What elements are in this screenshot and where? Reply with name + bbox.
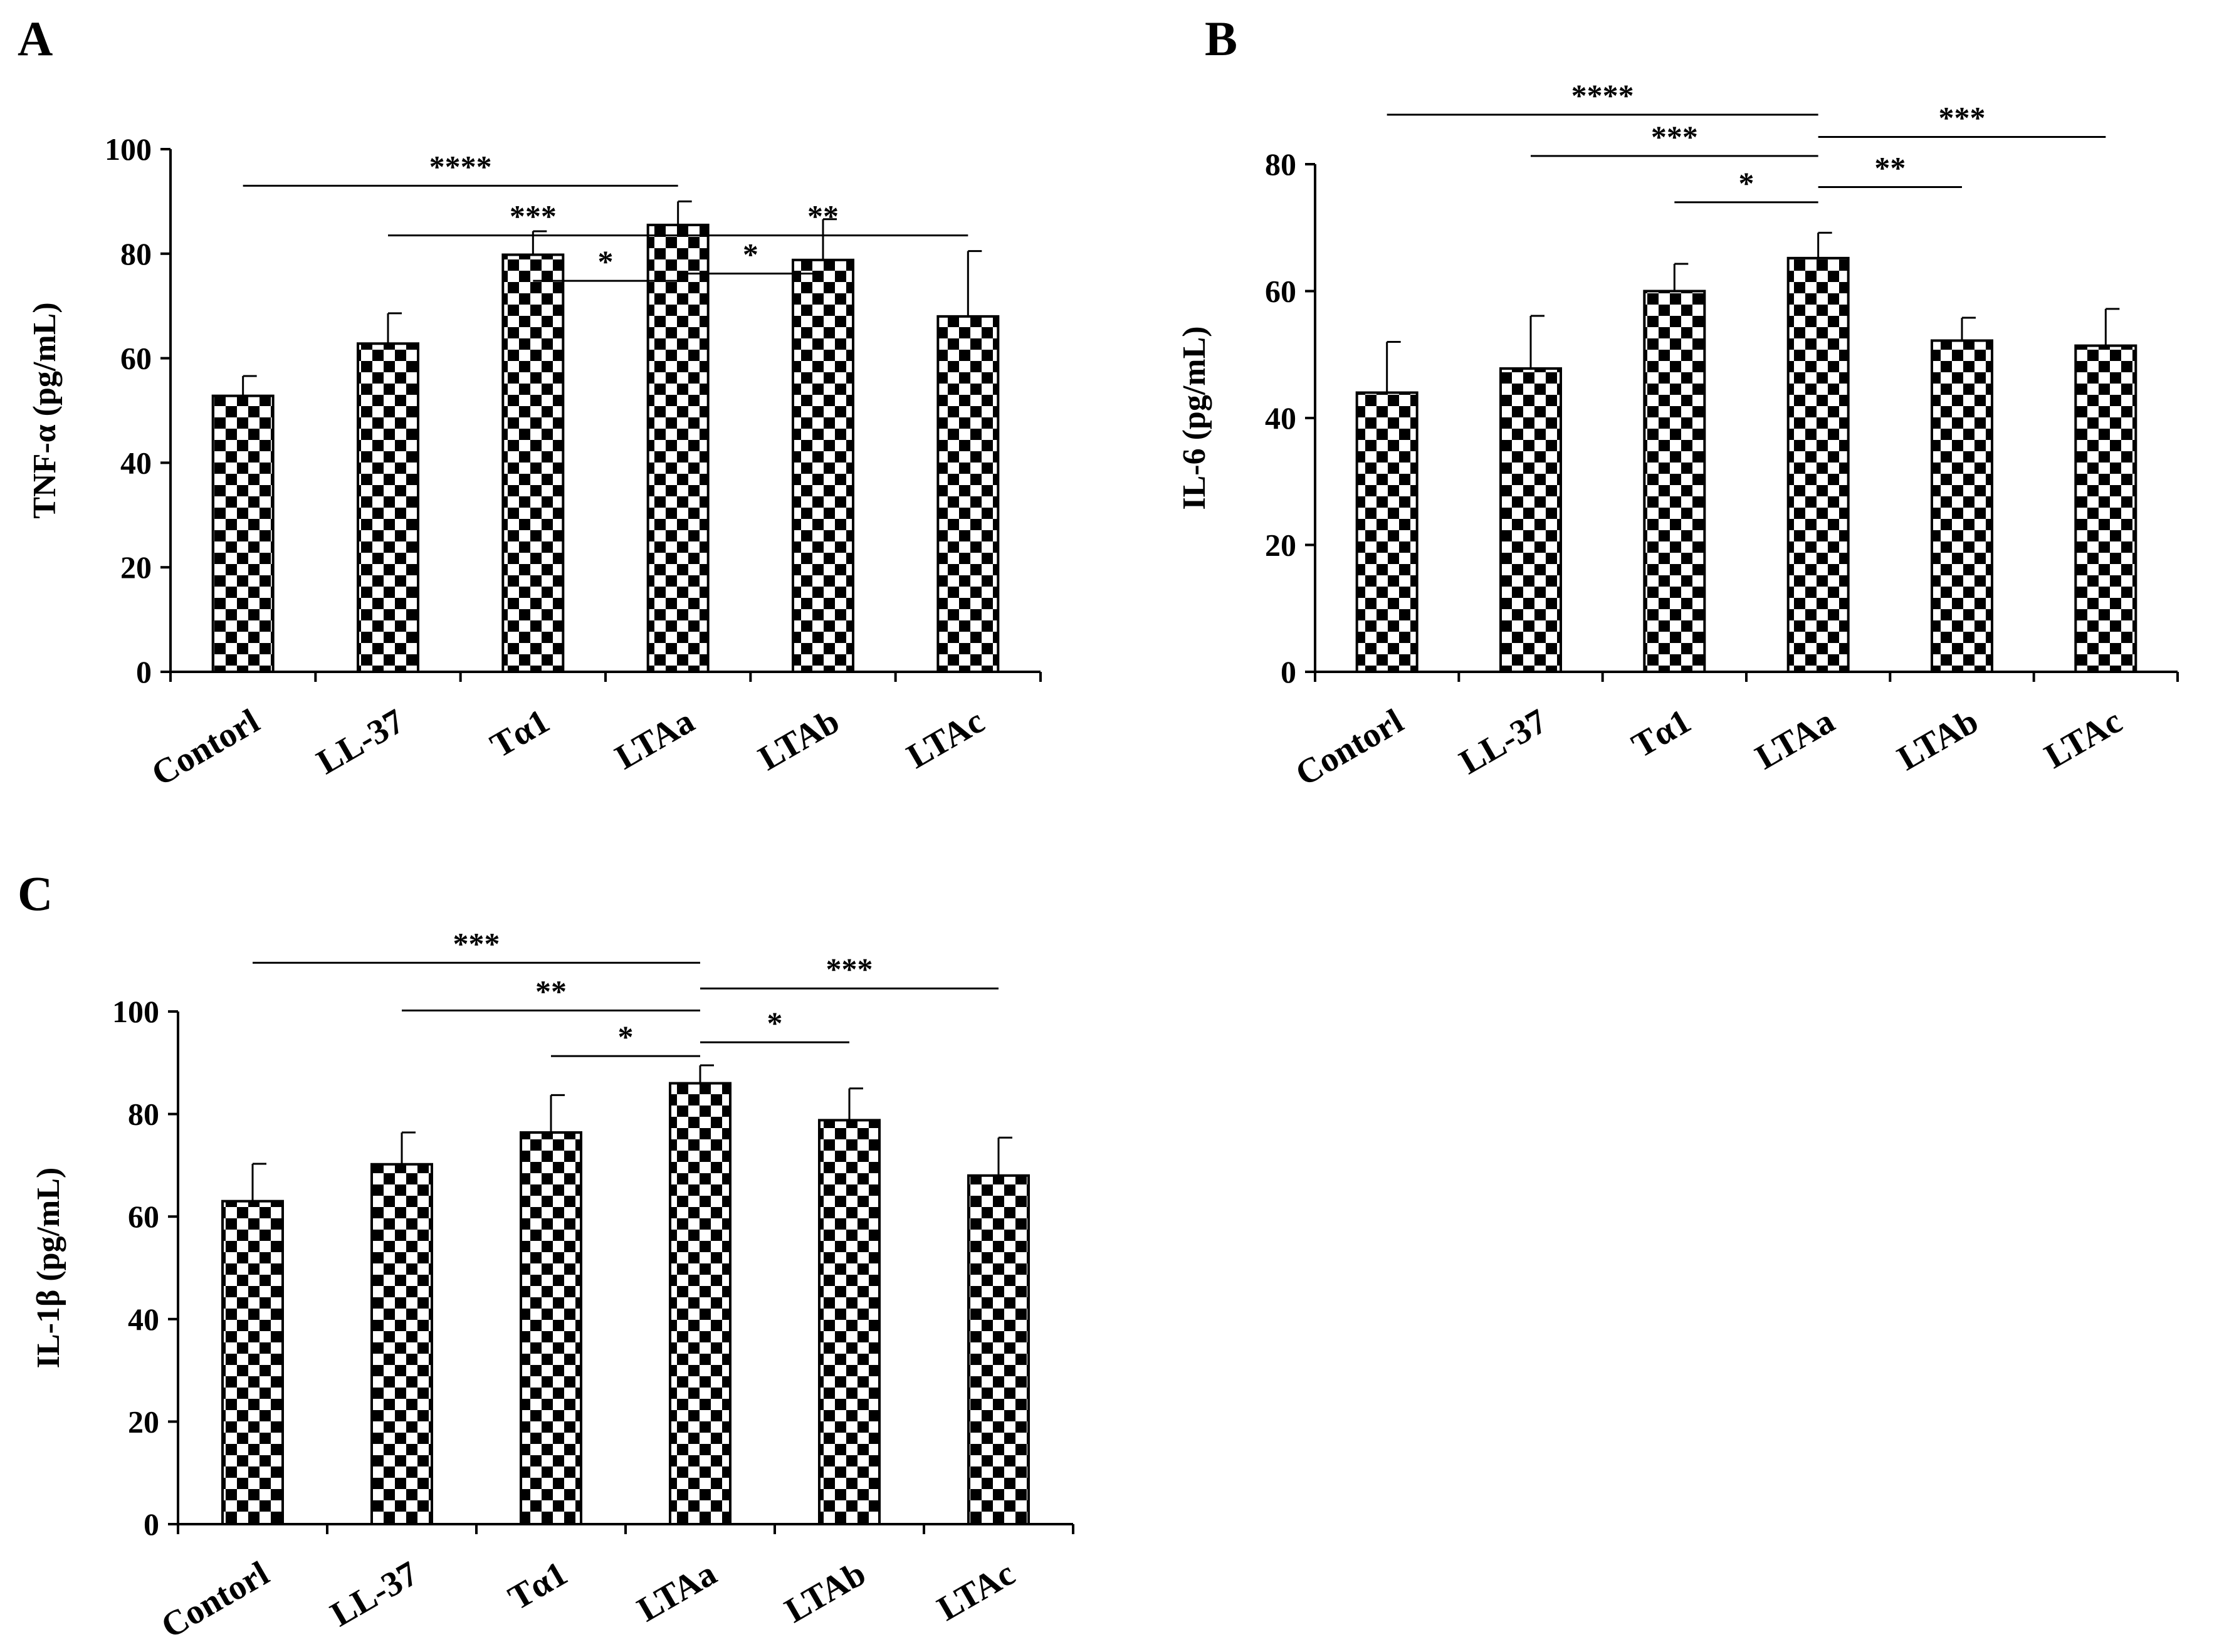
x-tick-label: LTAb — [752, 702, 846, 778]
bar — [211, 394, 275, 673]
significance-label: *** — [1939, 100, 1986, 135]
y-tick-label: 80 — [128, 1097, 159, 1132]
x-tick-label: LL-37 — [310, 702, 411, 782]
x-tick-label: Tα1 — [1625, 702, 1697, 766]
y-tick-label: 0 — [136, 654, 152, 689]
y-tick-label: 20 — [1265, 528, 1296, 563]
x-tick-label: LTAb — [779, 1554, 873, 1631]
y-tick-label: 40 — [128, 1302, 159, 1337]
y-axis-title: IL-1β (pg/mL) — [31, 1168, 66, 1369]
x-tick-label: LTAc — [901, 702, 991, 776]
x-tick-label: Tα1 — [502, 1554, 574, 1618]
chart-panel-b: B 0 20 40 60 80 IL-6 (pg/mL) Contorl LL-37 Tα1 LTA… — [1177, 11, 2179, 794]
significance-label: *** — [510, 199, 557, 234]
y-tick-label: 80 — [120, 236, 152, 271]
y-tick-label: 0 — [144, 1507, 159, 1542]
y-tick-label: 60 — [1265, 274, 1296, 309]
significance-label: * — [1739, 165, 1754, 201]
panel-label: A — [18, 11, 53, 66]
bar — [1786, 256, 1850, 674]
chart-panels: A 0 20 40 60 80 100 TNF-α (pg/mL) Contorl LL-37 Tα… — [18, 11, 2179, 1646]
x-tick-label: Contorl — [155, 1554, 276, 1646]
y-tick-label: 60 — [128, 1199, 159, 1234]
x-tick-label: LL-37 — [324, 1554, 424, 1634]
bar — [967, 1174, 1030, 1525]
bar — [818, 1119, 881, 1525]
y-tick-label: 60 — [120, 341, 152, 376]
bar — [1643, 290, 1706, 673]
x-tick-label: LTAc — [2038, 702, 2129, 776]
significance-label: *** — [1651, 119, 1698, 154]
significance-label: ** — [535, 973, 567, 1008]
significance-label: *** — [826, 951, 873, 986]
bar — [1499, 367, 1562, 674]
bar — [221, 1200, 284, 1526]
x-tick-label: LL-37 — [1453, 702, 1553, 782]
y-axis-title: IL-6 (pg/mL) — [1177, 326, 1212, 510]
significance-label: ** — [1874, 150, 1906, 185]
significance-label: *** — [453, 926, 500, 961]
significance-label: * — [743, 236, 758, 271]
y-tick-label: 20 — [128, 1404, 159, 1439]
significance-label: **** — [429, 149, 492, 184]
y-tick-label: 40 — [120, 445, 152, 480]
y-axis-title: TNF-α (pg/mL) — [27, 302, 63, 518]
panel-label: B — [1205, 11, 1237, 66]
y-tick-label: 80 — [1265, 147, 1296, 182]
chart-panel-c: C 0 20 40 60 80 100 IL-1β (pg/mL) Contorl LL-37 Tα… — [18, 866, 1074, 1646]
y-tick-label: 100 — [105, 132, 152, 167]
panel-label: C — [18, 866, 53, 921]
x-tick-label: LTAb — [1891, 702, 1985, 778]
significance-label: ** — [807, 199, 839, 234]
x-tick-label: Contorl — [145, 702, 266, 794]
x-tick-label: Tα1 — [484, 702, 556, 766]
significance-label: * — [618, 1019, 634, 1054]
y-tick-label: 40 — [1265, 400, 1296, 436]
bar — [646, 223, 710, 673]
x-tick-label: LTAa — [609, 702, 701, 778]
significance-label: * — [767, 1005, 783, 1040]
x-tick-label: LTAa — [1749, 702, 1841, 778]
bar — [669, 1082, 732, 1525]
chart-panel-a: A 0 20 40 60 80 100 TNF-α (pg/mL) Contorl LL-37 Tα… — [18, 11, 1042, 794]
x-tick-label: LTAa — [631, 1554, 723, 1630]
bar — [1931, 339, 1993, 673]
bar — [520, 1131, 582, 1525]
x-tick-label: LTAc — [931, 1554, 1021, 1629]
bar — [1355, 391, 1419, 673]
y-tick-label: 0 — [1281, 654, 1296, 689]
significance-label: * — [598, 244, 614, 279]
bar — [370, 1163, 433, 1526]
y-tick-label: 20 — [120, 550, 152, 585]
significance-label: **** — [1571, 78, 1634, 113]
bar — [501, 253, 565, 673]
bar — [792, 258, 854, 674]
bar — [936, 315, 1000, 673]
bar — [2074, 344, 2137, 673]
y-tick-label: 100 — [112, 994, 159, 1029]
x-tick-label: Contorl — [1289, 702, 1410, 794]
bar — [357, 342, 419, 673]
